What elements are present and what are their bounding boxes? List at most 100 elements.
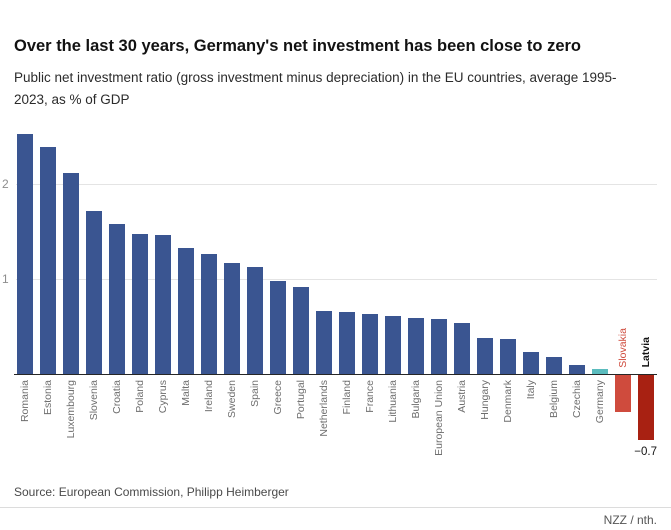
bar-slot: Germany bbox=[588, 129, 611, 469]
bar-slot: Luxembourg bbox=[60, 129, 83, 469]
bar bbox=[224, 263, 241, 374]
bar bbox=[591, 368, 608, 374]
x-axis-label-wrap: Estonia bbox=[37, 380, 60, 415]
x-axis-label: Denmark bbox=[501, 379, 514, 423]
source-note: Source: European Commission, Philipp Hei… bbox=[14, 484, 289, 499]
x-axis-label-wrap: Austria bbox=[450, 380, 473, 413]
x-axis-label: Latvia bbox=[639, 337, 652, 368]
bar bbox=[201, 253, 218, 374]
bar-slot: Hungary bbox=[473, 129, 496, 469]
bar bbox=[362, 313, 379, 374]
bar-slot: Slovakia bbox=[611, 129, 634, 469]
bar-slot: Cyprus bbox=[152, 129, 175, 469]
bar bbox=[132, 233, 149, 374]
x-axis-label-wrap: Hungary bbox=[473, 380, 496, 420]
x-axis-label: Germany bbox=[593, 379, 606, 423]
x-axis-label: Estonia bbox=[42, 379, 55, 415]
x-axis-label-wrap: Italy bbox=[519, 380, 542, 399]
bar-slot: Netherlands bbox=[313, 129, 336, 469]
y-tick-label: 2 bbox=[2, 176, 9, 191]
bar bbox=[293, 287, 310, 374]
x-axis-label: Greece bbox=[272, 379, 285, 415]
bar-slot: Portugal bbox=[290, 129, 313, 469]
x-axis-label-wrap: Romania bbox=[14, 380, 37, 422]
bar-slot: Finland bbox=[336, 129, 359, 469]
bar bbox=[453, 323, 470, 374]
bar-slot: Belgium bbox=[542, 129, 565, 469]
x-axis-label: Croatia bbox=[111, 379, 124, 414]
x-axis-label-wrap: Portugal bbox=[290, 380, 313, 419]
bar bbox=[407, 317, 424, 374]
bar-slot: France bbox=[359, 129, 382, 469]
bar bbox=[545, 356, 562, 374]
x-axis-label-wrap: Malta bbox=[175, 380, 198, 406]
x-axis-label-wrap: Cyprus bbox=[152, 380, 175, 413]
bar bbox=[476, 337, 493, 374]
x-axis-label-wrap: Sweden bbox=[221, 380, 244, 418]
x-axis-label: Cyprus bbox=[157, 379, 170, 413]
x-axis-label: Czechia bbox=[570, 379, 583, 418]
chart-subtitle: Public net investment ratio (gross inves… bbox=[14, 70, 617, 108]
plot-area: 1 2 Romania Estonia Luxembourg Slovenia Croati… bbox=[2, 129, 657, 469]
chart-title: Over the last 30 years, Germany's net in… bbox=[14, 37, 581, 55]
x-axis-label: Italy bbox=[524, 379, 537, 399]
x-axis-label: Ireland bbox=[203, 379, 216, 412]
bar bbox=[316, 310, 333, 374]
bar bbox=[339, 311, 356, 374]
bar bbox=[17, 134, 34, 374]
bar-slot: Latvia −0.7 bbox=[634, 129, 657, 469]
x-axis-label: Malta bbox=[180, 379, 193, 406]
bar-slot: Bulgaria bbox=[404, 129, 427, 469]
x-axis-label: Luxembourg bbox=[65, 379, 78, 438]
bar-slot: Romania bbox=[14, 129, 37, 469]
x-axis-label: Romania bbox=[19, 379, 32, 422]
x-axis-label: Netherlands bbox=[318, 379, 331, 437]
x-axis-label: Finland bbox=[341, 379, 354, 415]
bar-slot: Austria bbox=[450, 129, 473, 469]
value-label: −0.7 bbox=[634, 446, 657, 459]
x-axis-label: Portugal bbox=[295, 379, 308, 419]
bar bbox=[430, 318, 447, 374]
bar bbox=[384, 315, 401, 374]
bar-slot: European Union bbox=[427, 129, 450, 469]
x-axis-label-wrap: Germany bbox=[588, 380, 611, 423]
x-axis-label-wrap: Bulgaria bbox=[404, 380, 427, 419]
x-axis-label: Slovakia bbox=[616, 327, 629, 368]
bar bbox=[499, 339, 516, 374]
bar bbox=[568, 365, 585, 374]
x-axis-label: Belgium bbox=[547, 379, 560, 418]
x-axis-label-wrap: Finland bbox=[336, 380, 359, 414]
x-axis-label-wrap: Croatia bbox=[106, 380, 129, 414]
bar bbox=[614, 373, 631, 412]
bar-slot: Slovenia bbox=[83, 129, 106, 469]
bar-slot: Italy bbox=[519, 129, 542, 469]
gridline bbox=[16, 183, 657, 185]
x-axis-label-wrap: Slovenia bbox=[83, 380, 106, 420]
bar-slot: Spain bbox=[244, 129, 267, 469]
bar bbox=[63, 173, 80, 374]
bar-slot: Greece bbox=[267, 129, 290, 469]
x-axis-label-wrap: Luxembourg bbox=[60, 380, 83, 438]
x-axis-label-wrap: Greece bbox=[267, 380, 290, 414]
x-axis-label-wrap: Ireland bbox=[198, 380, 221, 412]
bar-chart: 1 2 Romania Estonia Luxembourg Slovenia Croati… bbox=[2, 129, 657, 469]
bar-slot: Estonia bbox=[37, 129, 60, 469]
x-axis-label-wrap: European Union bbox=[427, 380, 450, 456]
bar bbox=[270, 280, 287, 374]
x-axis-label-wrap: Latvia bbox=[634, 337, 657, 367]
x-axis-label: Lithuania bbox=[386, 379, 399, 423]
x-axis-line bbox=[14, 373, 657, 375]
x-axis-label: Hungary bbox=[478, 379, 491, 420]
y-tick-label: 1 bbox=[2, 271, 9, 286]
x-axis-label-wrap: Slovakia bbox=[611, 328, 634, 368]
x-axis-label: Austria bbox=[455, 379, 468, 413]
x-axis-label: European Union bbox=[432, 379, 445, 456]
x-axis-label-wrap: Belgium bbox=[542, 380, 565, 418]
bar-slot: Croatia bbox=[106, 129, 129, 469]
bar bbox=[86, 211, 103, 374]
bar bbox=[155, 234, 172, 374]
bar-slot: Czechia bbox=[565, 129, 588, 469]
x-axis-label-wrap: Spain bbox=[244, 380, 267, 407]
x-axis-label-wrap: Netherlands bbox=[313, 380, 336, 437]
credit-note: NZZ / nth. bbox=[603, 513, 657, 528]
